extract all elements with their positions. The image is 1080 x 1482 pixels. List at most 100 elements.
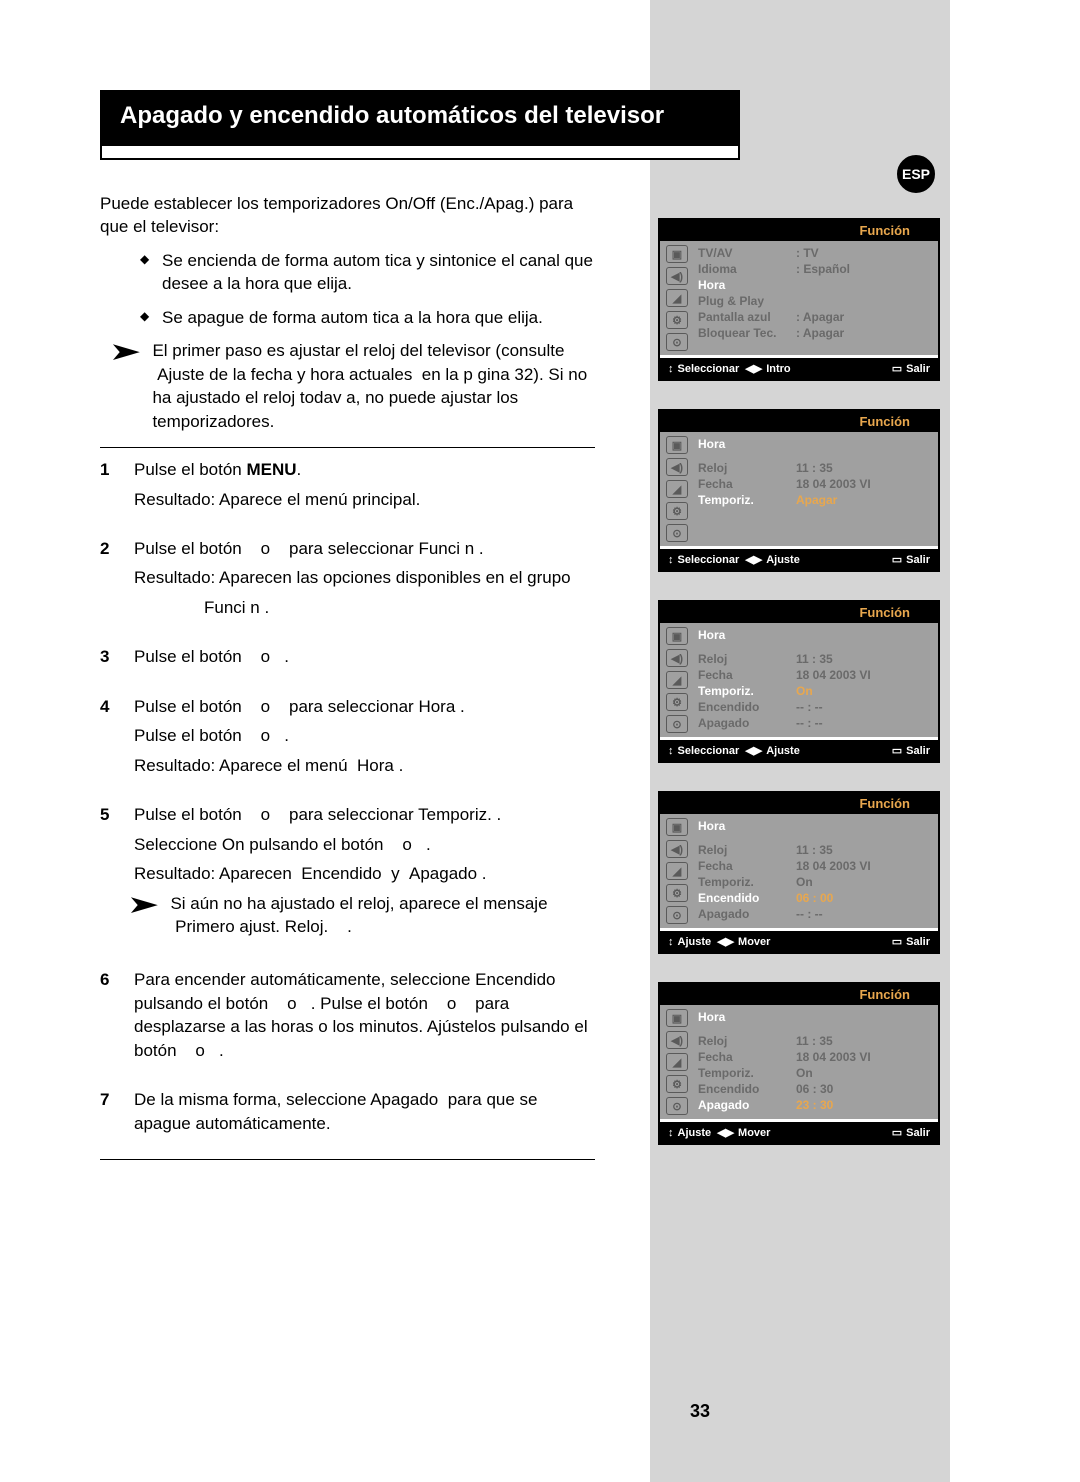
osd-category-icon: ⊙ (666, 715, 688, 733)
osd-row: Reloj11 : 35 (698, 1033, 932, 1049)
osd-row-label: Hora (698, 278, 796, 292)
osd-category-icon: ▣ (666, 436, 688, 454)
osd-row-value: On (796, 875, 932, 889)
osd-category-icon: ◢ (666, 671, 688, 689)
osd-row-value: 11 : 35 (796, 652, 932, 666)
note-arrow-icon: ➤ (128, 894, 158, 939)
title-underline (102, 146, 738, 158)
osd-footer-icon: ↕ (668, 1127, 674, 1139)
step-line: Pulse el botón o para seleccionar Tempor… (134, 803, 595, 826)
step-line: Pulse el botón o para seleccionar Funci … (134, 537, 595, 560)
step-line: Seleccione On pulsando el botón o . (134, 833, 595, 856)
language-badge: ESP (897, 155, 935, 193)
step: 5Pulse el botón o para seleccionar Tempo… (100, 793, 595, 958)
step-line: Resultado: Aparece el menú principal. (134, 488, 595, 511)
step-number: 1 (100, 458, 134, 517)
osd-row: Temporiz.On (698, 683, 932, 699)
osd-row: TV/AV: TV (698, 245, 932, 261)
osd-panel: Función▣◀)◢⚙⊙TV/AV: TVIdioma: EspañolHor… (658, 218, 940, 381)
osd-heading: Hora (698, 627, 932, 643)
osd-row: Fecha18 04 2003 VI (698, 858, 932, 874)
osd-title: Función (660, 793, 938, 814)
osd-footer-icon: ▭ (892, 553, 902, 566)
osd-row-label: Encendido (698, 1082, 796, 1096)
osd-content: Hora Reloj11 : 35Fecha18 04 2003 VITempor… (694, 623, 938, 737)
osd-category-icon: ◢ (666, 289, 688, 307)
osd-panel: Función▣◀)◢⚙⊙HoraReloj11 : 35Fecha18 04 … (658, 409, 940, 572)
osd-footer-label: Salir (906, 936, 930, 948)
osd-row-label: Fecha (698, 477, 796, 491)
osd-row: Apagado-- : -- (698, 715, 932, 731)
page-title-bar: Apagado y encendido automáticos del tele… (100, 90, 740, 160)
step-number: 2 (100, 537, 134, 625)
osd-row-label: Encendido (698, 891, 796, 905)
osd-footer-label: Salir (906, 745, 930, 757)
step: 3Pulse el botón o . (100, 635, 595, 684)
osd-footer-icon: ↕ (668, 745, 674, 757)
osd-row-label: Apagado (698, 716, 796, 730)
osd-category-icon: ◢ (666, 480, 688, 498)
osd-footer-label: Mover (738, 936, 770, 948)
osd-footer-icon: ◀▶ (745, 744, 762, 757)
osd-row: Fecha18 04 2003 VI (698, 667, 932, 683)
osd-row-value: : Apagar (796, 326, 932, 340)
osd-row: Reloj11 : 35 (698, 651, 932, 667)
osd-footer-icon: ◀▶ (717, 1126, 734, 1139)
osd-row: Temporiz.On (698, 1065, 932, 1081)
osd-title: Función (660, 984, 938, 1005)
osd-panel: Función▣◀)◢⚙⊙HoraReloj11 : 35Fecha18 04 … (658, 982, 940, 1145)
osd-icon-column: ▣◀)◢⚙⊙ (660, 432, 694, 546)
step-number: 7 (100, 1088, 134, 1141)
osd-footer-icon: ↕ (668, 554, 674, 566)
osd-row-value: 11 : 35 (796, 1034, 932, 1048)
osd-row: Temporiz.On (698, 874, 932, 890)
osd-footer-hint: ◀▶ Mover (717, 935, 770, 948)
osd-row-label: Temporiz. (698, 684, 796, 698)
osd-row-label: Encendido (698, 700, 796, 714)
osd-category-icon: ⚙ (666, 1075, 688, 1093)
osd-row-label: Temporiz. (698, 875, 796, 889)
osd-row-label: Bloquear Tec. (698, 326, 796, 340)
osd-footer-label: Ajuste (766, 554, 800, 566)
step-body: Pulse el botón o para seleccionar Tempor… (134, 803, 595, 948)
step-body: Pulse el botón o para seleccionar Hora .… (134, 695, 595, 783)
osd-footer-hint: ◀▶ Intro (745, 362, 790, 375)
step-body: Pulse el botón MENU.Resultado: Aparece e… (134, 458, 595, 517)
osd-row-value: : Apagar (796, 310, 932, 324)
osd-row-value: 18 04 2003 VI (796, 477, 932, 491)
osd-row: Fecha18 04 2003 VI (698, 476, 932, 492)
osd-footer: ↕ Ajuste◀▶ Mover▭ Salir (660, 931, 938, 952)
osd-content: HoraReloj11 : 35Fecha18 04 2003 VITempor… (694, 1005, 938, 1119)
osd-row-value: 06 : 30 (796, 1082, 932, 1096)
osd-content: HoraReloj11 : 35Fecha18 04 2003 VITempor… (694, 432, 938, 546)
osd-row: Idioma: Español (698, 261, 932, 277)
osd-category-icon: ◢ (666, 862, 688, 880)
osd-row: Reloj11 : 35 (698, 842, 932, 858)
osd-footer-label: Seleccionar (678, 554, 740, 566)
osd-footer-label: Ajuste (678, 1127, 712, 1139)
osd-category-icon: ⚙ (666, 884, 688, 902)
bullet-item: Se apague de forma autom tica a la hora … (140, 306, 595, 329)
osd-heading: Hora (698, 436, 932, 452)
osd-footer-icon: ▭ (892, 744, 902, 757)
osd-footer-label: Salir (906, 1127, 930, 1139)
osd-row: Plug & Play (698, 293, 932, 309)
osd-row: Pantalla azul: Apagar (698, 309, 932, 325)
osd-category-icon: ▣ (666, 818, 688, 836)
osd-category-icon: ⊙ (666, 524, 688, 542)
osd-panel: Función▣◀)◢⚙⊙HoraReloj11 : 35Fecha18 04 … (658, 600, 940, 763)
osd-row: Temporiz.Apagar (698, 492, 932, 508)
osd-category-icon: ⊙ (666, 333, 688, 351)
osd-category-icon: ◀) (666, 1031, 688, 1049)
osd-icon-column: ▣◀)◢⚙⊙ (660, 1005, 694, 1119)
osd-footer-icon: ↕ (668, 936, 674, 948)
osd-footer-icon: ▭ (892, 935, 902, 948)
step-line: Resultado: Aparecen Encendido y Apagado … (134, 862, 595, 885)
osd-content: TV/AV: TVIdioma: EspañolHoraPlug & PlayP… (694, 241, 938, 355)
osd-row-label: Pantalla azul (698, 310, 796, 324)
osd-footer-icon: ◀▶ (745, 362, 762, 375)
osd-row-value: 23 : 30 (796, 1098, 932, 1112)
osd-category-icon: ⊙ (666, 906, 688, 924)
osd-category-icon: ▣ (666, 245, 688, 263)
osd-row-value: 11 : 35 (796, 461, 932, 475)
